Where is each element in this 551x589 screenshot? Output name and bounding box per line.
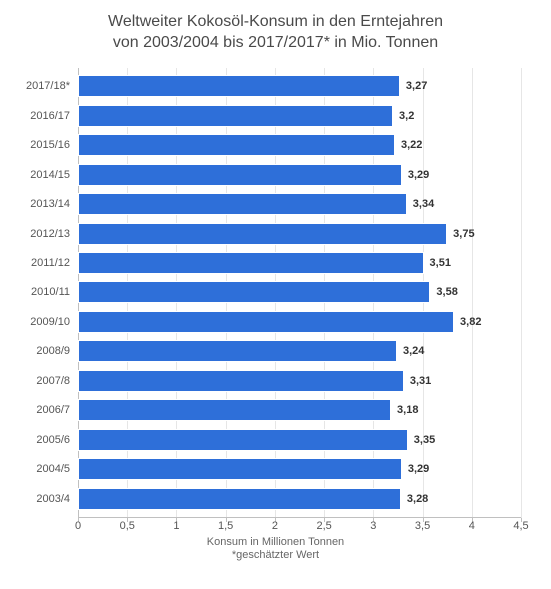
chart-title-line2: von 2003/2004 bis 2017/2017* in Mio. Ton… (113, 34, 438, 51)
bar-row: 2010/113,58 (78, 281, 521, 303)
bar (78, 105, 393, 127)
category-label: 2003/4 (36, 493, 70, 505)
bar (78, 281, 430, 303)
bar (78, 370, 404, 392)
bar-row: 2007/83,31 (78, 370, 521, 392)
bar (78, 193, 407, 215)
bar (78, 223, 447, 245)
bar-row: 2014/153,29 (78, 164, 521, 186)
bar-value-label: 3,34 (413, 198, 434, 210)
x-tick-labels: 00,511,522,533,544,5 (78, 518, 521, 534)
bar-value-label: 3,28 (407, 493, 428, 505)
x-tick-label: 2 (272, 520, 278, 532)
bar (78, 134, 395, 156)
x-tick-label: 2,5 (316, 520, 331, 532)
x-tick-label: 4 (469, 520, 475, 532)
category-label: 2005/6 (36, 434, 70, 446)
bar-value-label: 3,31 (410, 375, 431, 387)
bar-value-label: 3,75 (453, 228, 474, 240)
bar-value-label: 3,2 (399, 110, 414, 122)
category-label: 2011/12 (31, 257, 70, 269)
x-tick-label: 0 (75, 520, 81, 532)
bar-value-label: 3,58 (436, 286, 457, 298)
bar-row: 2012/133,75 (78, 223, 521, 245)
chart-title: Weltweiter Kokosöl-Konsum in den Ernteja… (20, 12, 531, 54)
bar-row: 2016/173,2 (78, 105, 521, 127)
bar-row: 2006/73,18 (78, 399, 521, 421)
category-label: 2007/8 (36, 375, 70, 387)
chart-title-line1: Weltweiter Kokosöl-Konsum in den Ernteja… (108, 13, 443, 30)
bar-value-label: 3,82 (460, 316, 481, 328)
category-label: 2006/7 (36, 404, 70, 416)
x-axis-title: Konsum in Millionen Tonnen *geschätzter … (20, 536, 531, 562)
bar (78, 458, 402, 480)
x-axis-title-line1: Konsum in Millionen Tonnen (207, 536, 344, 548)
bar-value-label: 3,24 (403, 345, 424, 357)
bar-row: 2011/123,51 (78, 252, 521, 274)
bar (78, 164, 402, 186)
bar (78, 399, 391, 421)
x-tick-label: 4,5 (513, 520, 528, 532)
category-label: 2014/15 (30, 169, 70, 181)
bar-row: 2013/143,34 (78, 193, 521, 215)
bar-row: 2015/163,22 (78, 134, 521, 156)
bar-row: 2003/43,28 (78, 488, 521, 510)
category-label: 2017/18* (26, 80, 70, 92)
bar (78, 311, 454, 333)
category-label: 2012/13 (30, 228, 70, 240)
bar (78, 340, 397, 362)
category-label: 2004/5 (36, 463, 70, 475)
gridline (521, 68, 522, 518)
category-label: 2016/17 (30, 110, 70, 122)
bar-value-label: 3,18 (397, 404, 418, 416)
bar-value-label: 3,27 (406, 80, 427, 92)
x-tick-label: 0,5 (120, 520, 135, 532)
bar-row: 2009/103,82 (78, 311, 521, 333)
category-label: 2009/10 (30, 316, 70, 328)
bars-group: 2017/18*3,27 2016/173,2 2015/163,22 2014/15… (78, 68, 521, 518)
category-label: 2015/16 (30, 139, 70, 151)
bar (78, 75, 400, 97)
bar-value-label: 3,29 (408, 169, 429, 181)
bar-row: 2017/18*3,27 (78, 75, 521, 97)
x-tick-label: 1 (173, 520, 179, 532)
bar-value-label: 3,22 (401, 139, 422, 151)
x-tick-label: 3,5 (415, 520, 430, 532)
bar (78, 429, 408, 451)
category-label: 2008/9 (36, 345, 70, 357)
x-tick-label: 3 (370, 520, 376, 532)
x-axis-title-line2: *geschätzter Wert (232, 549, 319, 561)
bar-value-label: 3,35 (414, 434, 435, 446)
x-tick-label: 1,5 (218, 520, 233, 532)
plot-area: 2017/18*3,27 2016/173,2 2015/163,22 2014/15… (78, 68, 521, 518)
chart-container: Weltweiter Kokosöl-Konsum in den Ernteja… (0, 0, 551, 589)
bar-row: 2004/53,29 (78, 458, 521, 480)
bar-value-label: 3,51 (430, 257, 451, 269)
bar-row: 2008/93,24 (78, 340, 521, 362)
bar-value-label: 3,29 (408, 463, 429, 475)
category-label: 2013/14 (30, 198, 70, 210)
bar (78, 488, 401, 510)
category-label: 2010/11 (31, 286, 70, 298)
bar-row: 2005/63,35 (78, 429, 521, 451)
bar (78, 252, 424, 274)
